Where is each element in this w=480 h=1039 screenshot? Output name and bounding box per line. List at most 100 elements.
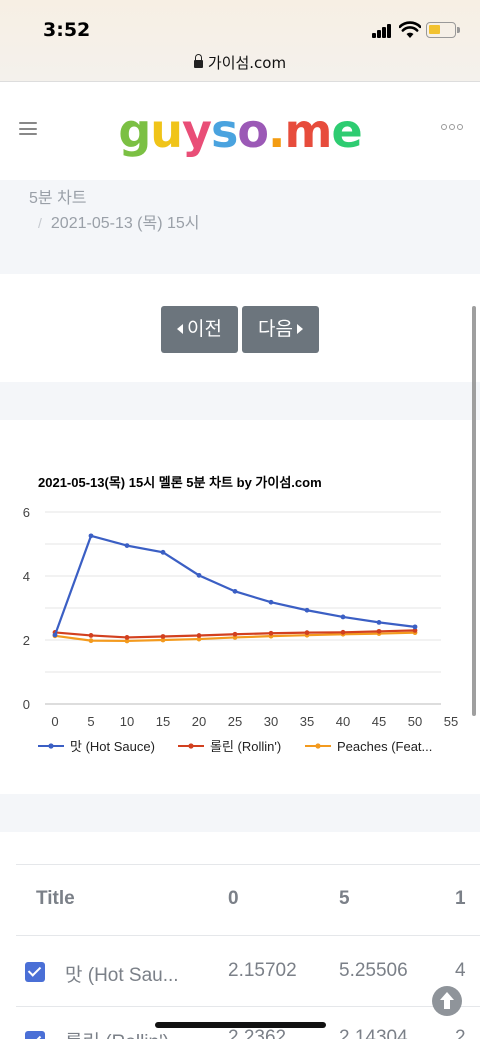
y-tick-label: 6 [23, 505, 30, 520]
x-tick-label: 0 [51, 714, 58, 729]
x-tick-label: 40 [336, 714, 350, 729]
data-point [88, 633, 94, 638]
column-header-0[interactable]: 0 [228, 888, 239, 909]
data-point [412, 628, 418, 633]
next-button[interactable]: 다음 [242, 306, 319, 353]
legend-marker [48, 743, 54, 749]
breadcrumb-parent[interactable]: 5분 차트 [29, 190, 87, 207]
y-tick-label: 2 [23, 633, 30, 648]
x-tick-label: 35 [300, 714, 314, 729]
page-scrollbar[interactable] [472, 306, 476, 716]
site-logo[interactable]: guyso.me [0, 104, 480, 158]
row-value-5: 2.14304 [339, 1027, 408, 1039]
pagination-card: 이전 다음 [0, 274, 480, 382]
battery-icon [426, 22, 460, 38]
url-text: 가이섬.com [207, 54, 287, 72]
logo-letter: g [118, 104, 151, 158]
legend-marker [188, 743, 194, 749]
row-value-0: 2.2362 [228, 1027, 287, 1039]
home-indicator[interactable] [155, 1022, 326, 1028]
data-point [124, 635, 130, 640]
hamburger-menu-icon[interactable] [19, 122, 37, 135]
column-header-10[interactable]: 1 [455, 888, 466, 909]
logo-letter: e [331, 104, 362, 158]
next-button-label: 다음 [258, 319, 293, 340]
cellular-signal-icon [372, 24, 393, 38]
x-tick-label: 15 [156, 714, 170, 729]
data-point [232, 631, 238, 637]
y-tick-label: 0 [23, 697, 30, 712]
column-header-5[interactable]: 5 [339, 888, 350, 909]
prev-button[interactable]: 이전 [161, 306, 238, 353]
y-tick-label: 4 [23, 569, 30, 584]
row-value-10: 2 [455, 1027, 466, 1039]
data-point [412, 624, 418, 630]
row-title: 맛 (Hot Sau... [65, 965, 179, 986]
data-point [232, 588, 238, 594]
x-tick-label: 25 [228, 714, 242, 729]
x-tick-label: 45 [372, 714, 386, 729]
logo-letter: y [182, 104, 212, 158]
x-tick-label: 5 [87, 714, 94, 729]
table-header-row: Title 0 5 1 [16, 864, 480, 936]
prev-button-label: 이전 [187, 319, 222, 340]
status-time: 3:52 [43, 19, 91, 41]
data-point [124, 638, 130, 644]
legend-marker [315, 743, 321, 749]
table-row: 롤린 (Rollin') 2.2362 2.14304 2 [16, 1006, 480, 1039]
data-point [160, 637, 166, 643]
logo-letter: . [268, 104, 286, 158]
x-tick-label: 20 [192, 714, 206, 729]
data-point [196, 572, 202, 578]
data-point [268, 599, 274, 605]
more-options-icon[interactable] [441, 124, 463, 130]
data-point [124, 543, 130, 548]
chevron-left-icon [177, 324, 184, 334]
logo-letter: u [150, 104, 183, 158]
table-row: 맛 (Hot Sau... 2.15702 5.25506 4 [16, 935, 480, 1006]
legend-label: 롤린 (Rollin') [210, 739, 281, 754]
legend-label: Peaches (Feat... [337, 739, 432, 754]
address-bar[interactable]: 가이섬.com [0, 52, 480, 73]
logo-letter: s [211, 104, 238, 158]
data-point [160, 549, 166, 555]
row-checkbox[interactable] [25, 962, 45, 982]
logo-letter: o [237, 104, 269, 158]
chart-card: 2021-05-13(목) 15시 멜론 5분 차트 by 가이섬.com 0 2 4… [0, 420, 480, 794]
x-tick-label: 50 [408, 714, 422, 729]
x-tick-label: 55 [444, 714, 458, 729]
breadcrumb-current-label: 2021-05-13 (목) 15시 [50, 215, 200, 232]
browser-status-bar: 3:52 가이섬.com [0, 0, 480, 82]
breadcrumb-current: /2021-05-13 (목) 15시 [38, 215, 200, 232]
row-value-0: 2.15702 [228, 960, 297, 981]
data-point [376, 628, 382, 634]
x-tick-label: 10 [120, 714, 134, 729]
series-line [53, 534, 416, 636]
row-value-10: 4 [455, 960, 466, 981]
lock-icon [193, 54, 203, 68]
data-table-card: Title 0 5 1 맛 (Hot Sau... 2.15702 5.2550… [0, 832, 480, 1039]
data-point [196, 633, 202, 638]
x-tick-label: 30 [264, 714, 278, 729]
data-point [268, 630, 274, 636]
scroll-to-top-button[interactable] [432, 986, 462, 1016]
column-header-title[interactable]: Title [36, 888, 75, 909]
row-title: 롤린 (Rollin') [65, 1027, 169, 1039]
row-value-5: 5.25506 [339, 960, 408, 981]
data-point [52, 632, 58, 638]
row-checkbox[interactable] [25, 1031, 45, 1039]
data-point [304, 630, 310, 636]
data-point [88, 533, 94, 539]
legend-label: 맛 (Hot Sauce) [70, 739, 155, 754]
data-point [88, 638, 94, 644]
site-header: guyso.me [0, 82, 480, 180]
logo-letter: m [284, 104, 333, 158]
data-point [340, 629, 346, 635]
data-point [340, 614, 346, 620]
wifi-icon [399, 21, 421, 38]
chart-title: 2021-05-13(목) 15시 멜론 5분 차트 by 가이섬.com [38, 475, 322, 490]
data-point [160, 634, 166, 639]
data-point [304, 607, 310, 613]
data-point [196, 636, 202, 642]
breadcrumb: 5분 차트 /2021-05-13 (목) 15시 [0, 180, 480, 274]
